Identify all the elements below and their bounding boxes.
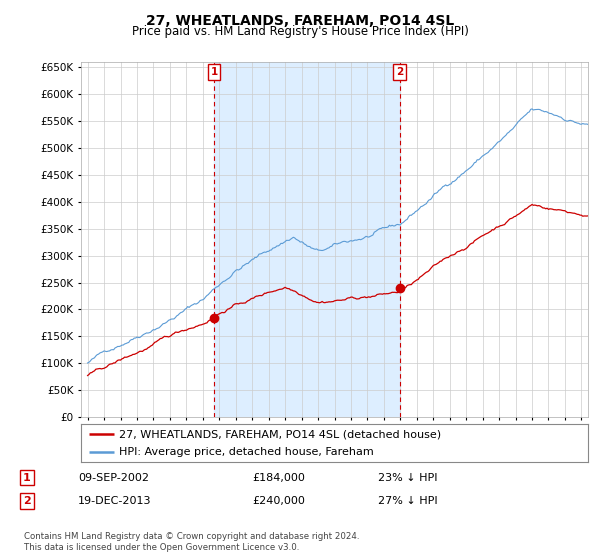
Text: Price paid vs. HM Land Registry's House Price Index (HPI): Price paid vs. HM Land Registry's House … [131,25,469,38]
Text: 2: 2 [23,496,31,506]
Text: £184,000: £184,000 [252,473,305,483]
Text: This data is licensed under the Open Government Licence v3.0.: This data is licensed under the Open Gov… [24,543,299,552]
Text: 1: 1 [23,473,31,483]
Text: Contains HM Land Registry data © Crown copyright and database right 2024.: Contains HM Land Registry data © Crown c… [24,532,359,541]
Text: HPI: Average price, detached house, Fareham: HPI: Average price, detached house, Fare… [119,447,374,458]
Text: 1: 1 [211,67,218,77]
Text: 27, WHEATLANDS, FAREHAM, PO14 4SL: 27, WHEATLANDS, FAREHAM, PO14 4SL [146,14,454,28]
Text: 09-SEP-2002: 09-SEP-2002 [78,473,149,483]
Bar [214,62,400,417]
Text: 27% ↓ HPI: 27% ↓ HPI [378,496,437,506]
Text: 23% ↓ HPI: 23% ↓ HPI [378,473,437,483]
Text: 2: 2 [396,67,403,77]
Text: 27, WHEATLANDS, FAREHAM, PO14 4SL (detached house): 27, WHEATLANDS, FAREHAM, PO14 4SL (detac… [119,429,441,439]
Text: 19-DEC-2013: 19-DEC-2013 [78,496,151,506]
Text: £240,000: £240,000 [252,496,305,506]
